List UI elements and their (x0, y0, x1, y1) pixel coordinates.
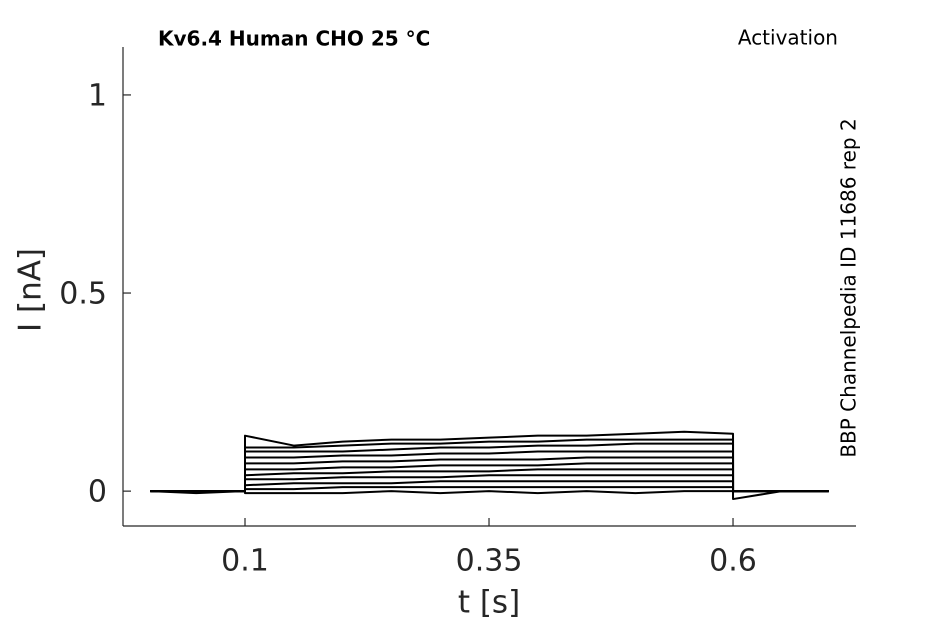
trace (150, 490, 829, 501)
chart-subtitle: Activation (738, 26, 838, 50)
y-tick-label: 0.5 (59, 277, 107, 312)
chart-title: Kv6.4 Human CHO 25 °C (158, 27, 430, 51)
annotation: BBP Channelpedia ID 11686 rep 2 (837, 118, 861, 457)
y-axis-label: I [nA] (13, 248, 49, 332)
x-tick-label: 0.35 (456, 544, 523, 579)
x-tick-label: 0.1 (221, 544, 269, 579)
y-tick-label: 0 (88, 475, 107, 510)
x-tick-label: 0.6 (709, 544, 757, 579)
y-tick-label: 1 (88, 78, 107, 113)
x-axis-label: t [s] (458, 585, 520, 621)
